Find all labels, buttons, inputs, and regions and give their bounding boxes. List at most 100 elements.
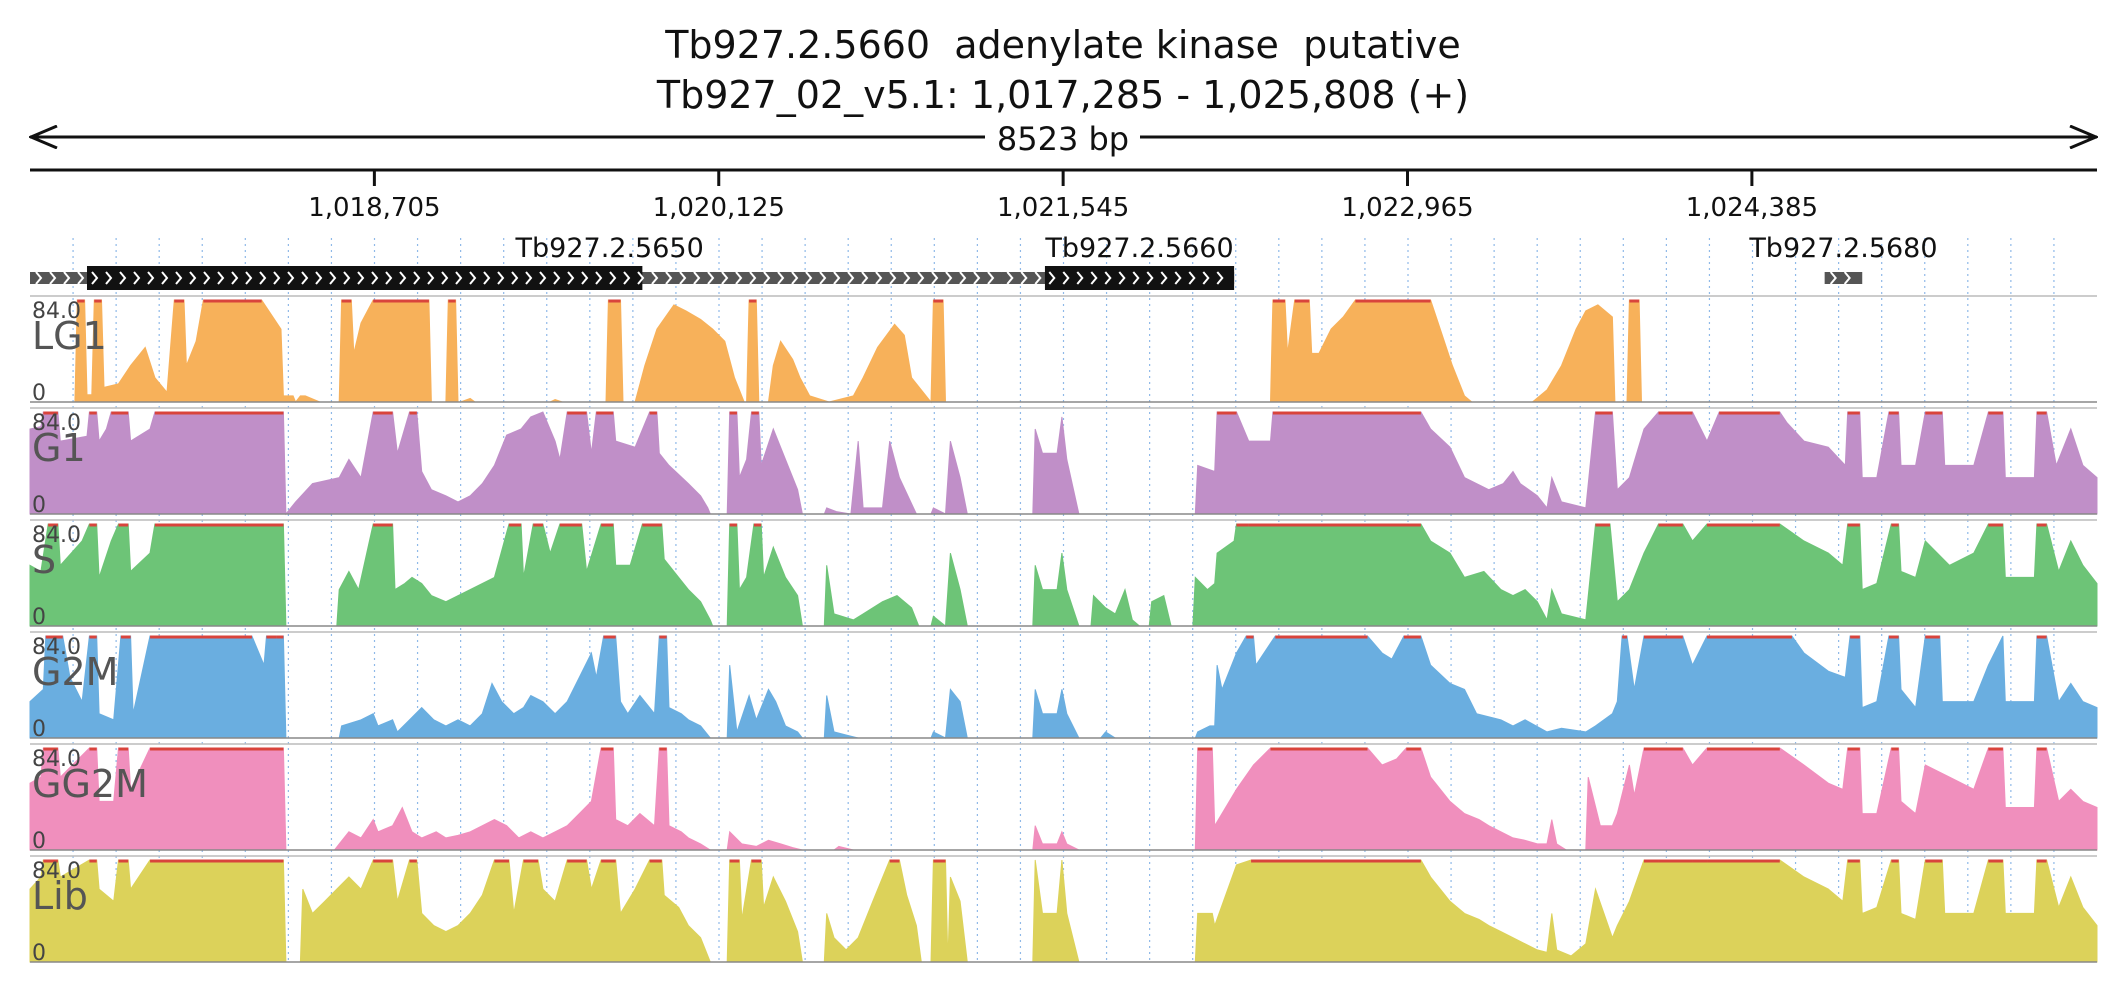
strand-arrow <box>1048 271 1056 285</box>
strand-arrow <box>147 271 155 285</box>
track-name: GG2M <box>32 762 148 806</box>
strand-arrow <box>203 271 211 285</box>
strand-arrow <box>1188 271 1196 285</box>
y-min-label: 0 <box>32 381 46 406</box>
strand-arrow <box>777 271 785 285</box>
coverage-tracks: 84.00LG184.00G184.00S84.00G2M84.00GG2M84… <box>29 295 2098 966</box>
y-min-label: 0 <box>32 493 46 518</box>
strand-arrow <box>259 271 267 285</box>
track-name: S <box>32 538 56 582</box>
gene-utr-bar <box>1824 272 1863 284</box>
track-lib: 84.0 0 Lib <box>29 855 2098 966</box>
strand-arrow <box>343 271 351 285</box>
strand-arrow <box>105 271 113 285</box>
strand-arrow <box>63 271 71 285</box>
y-min-label: 0 <box>32 605 46 630</box>
y-max-label: 84.0 <box>32 299 81 324</box>
strand-arrow <box>217 271 225 285</box>
strand-arrow <box>245 271 253 285</box>
strand-arrow <box>455 271 463 285</box>
strand-arrow <box>161 271 169 285</box>
strand-arrow <box>959 271 967 285</box>
strand-arrow <box>945 271 953 285</box>
strand-arrow <box>357 271 365 285</box>
y-max-label: 84.0 <box>32 635 81 660</box>
strand-arrow <box>623 271 631 285</box>
strand-arrow <box>329 271 337 285</box>
strand-arrow <box>833 271 841 285</box>
strand-arrow <box>1216 271 1224 285</box>
strand-arrow <box>609 271 617 285</box>
strand-arrow <box>1146 271 1154 285</box>
strand-arrow <box>231 271 239 285</box>
strand-arrow <box>49 271 57 285</box>
strand-arrow <box>525 271 533 285</box>
strand-arrow <box>399 271 407 285</box>
gene-label: Tb927.2.5660 <box>1044 233 1233 264</box>
strand-arrow <box>301 271 309 285</box>
strand-arrow <box>1034 271 1042 285</box>
track-lg1: 84.0 0 LG1 <box>30 295 2097 406</box>
strand-arrow <box>119 271 127 285</box>
strand-arrow <box>1076 271 1084 285</box>
strand-arrow <box>805 271 813 285</box>
strand-arrow <box>553 271 561 285</box>
y-max-label: 84.0 <box>32 859 81 884</box>
track-g1: 84.0 0 G1 <box>29 407 2098 518</box>
strand-arrow <box>903 271 911 285</box>
strand-arrow <box>1062 271 1070 285</box>
track-gg2m: 84.0 0 GG2M <box>29 743 2098 854</box>
strand-arrow <box>819 271 827 285</box>
strand-arrow <box>567 271 575 285</box>
strand-arrow <box>917 271 925 285</box>
strand-arrow <box>987 271 995 285</box>
coverage-area <box>30 299 2097 404</box>
gene-label: Tb927.2.5680 <box>1748 233 1937 264</box>
strand-arrow <box>665 271 673 285</box>
gene-feature[interactable]: Tb927.2.5650 <box>30 233 1096 290</box>
strand-arrow <box>91 271 99 285</box>
strand-arrow <box>581 271 589 285</box>
x-axis-ticks: 1,018,705 1,020,125 1,021,545 1,022,965 1,02… <box>308 170 1818 223</box>
gene-feature[interactable]: Tb927.2.5660 <box>1001 233 1235 290</box>
y-max-label: 84.0 <box>32 747 81 772</box>
strand-arrow <box>1829 271 1837 285</box>
strand-arrow <box>1174 271 1182 285</box>
track-g2m: 84.0 0 G2M <box>29 631 2098 742</box>
y-min-label: 0 <box>32 941 46 966</box>
x-tick-label: 1,018,705 <box>308 193 440 223</box>
strand-arrow <box>735 271 743 285</box>
strand-arrow <box>1118 271 1126 285</box>
strand-arrow <box>385 271 393 285</box>
strand-arrow <box>679 271 687 285</box>
strand-arrow <box>889 271 897 285</box>
strand-arrow <box>497 271 505 285</box>
strand-arrow <box>189 271 197 285</box>
span-indicator: 8523 bp <box>30 118 2097 158</box>
coverage-area <box>29 411 2098 516</box>
strand-arrow <box>847 271 855 285</box>
strand-arrow <box>133 271 141 285</box>
strand-arrow <box>931 271 939 285</box>
strand-arrow <box>1090 271 1098 285</box>
coverage-area <box>29 859 2098 963</box>
chart-subtitle: Tb927_02_v5.1: 1,017,285 - 1,025,808 (+) <box>656 73 1470 117</box>
strand-arrow <box>973 271 981 285</box>
coverage-area <box>29 635 2098 739</box>
x-tick-label: 1,021,545 <box>997 193 1129 223</box>
track-name: LG1 <box>32 314 107 358</box>
strand-arrow <box>875 271 883 285</box>
strand-arrow <box>35 271 43 285</box>
gene-feature[interactable]: Tb927.2.5680 <box>1748 233 1938 285</box>
strand-arrow <box>287 271 295 285</box>
gene-track: Tb927.2.5650 Tb927.2.5660 Tb927.2.5680 <box>30 233 1938 290</box>
strand-arrow <box>595 271 603 285</box>
coverage-area <box>29 523 2098 627</box>
strand-arrow <box>469 271 477 285</box>
y-max-label: 84.0 <box>32 411 81 436</box>
gene-label: Tb927.2.5650 <box>515 233 704 264</box>
strand-arrow <box>539 271 547 285</box>
strand-arrow <box>1104 271 1112 285</box>
strand-arrow <box>693 271 701 285</box>
